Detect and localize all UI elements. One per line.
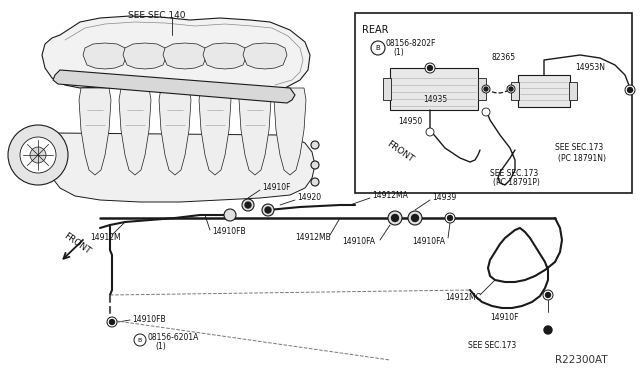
Circle shape	[265, 207, 271, 213]
Circle shape	[428, 65, 433, 71]
Text: 14920: 14920	[297, 193, 321, 202]
Polygon shape	[123, 43, 167, 69]
Polygon shape	[53, 70, 295, 103]
Polygon shape	[42, 16, 310, 90]
Bar	[569, 82, 577, 100]
Circle shape	[447, 215, 452, 221]
Text: SEE SEC.140: SEE SEC.140	[128, 10, 186, 19]
Circle shape	[509, 87, 513, 91]
Bar	[383, 78, 391, 100]
Polygon shape	[159, 88, 191, 175]
Circle shape	[544, 326, 552, 334]
Text: SEE SEC.173: SEE SEC.173	[468, 340, 516, 350]
Text: 14912MA: 14912MA	[372, 192, 408, 201]
Circle shape	[262, 204, 274, 216]
Polygon shape	[163, 43, 207, 69]
Circle shape	[412, 215, 419, 221]
Text: REAR: REAR	[362, 25, 388, 35]
Circle shape	[224, 209, 236, 221]
Circle shape	[625, 85, 635, 95]
Circle shape	[311, 178, 319, 186]
Bar	[478, 78, 486, 100]
Text: (1): (1)	[155, 343, 166, 352]
Circle shape	[388, 211, 402, 225]
Text: 14910FA: 14910FA	[342, 237, 375, 247]
Text: 14910FB: 14910FB	[132, 314, 166, 324]
Text: 14953N: 14953N	[575, 64, 605, 73]
Circle shape	[627, 87, 632, 93]
Polygon shape	[203, 43, 247, 69]
Circle shape	[507, 85, 515, 93]
Circle shape	[425, 63, 435, 73]
Text: 14910FA: 14910FA	[412, 237, 445, 247]
Circle shape	[8, 125, 68, 185]
Text: 14912M: 14912M	[90, 232, 120, 241]
Text: B: B	[376, 45, 380, 51]
Bar	[390, 68, 478, 110]
Circle shape	[482, 85, 490, 93]
Text: 14910FB: 14910FB	[212, 228, 246, 237]
Text: 14910F: 14910F	[262, 183, 291, 192]
Bar	[355, 13, 632, 193]
Text: R22300AT: R22300AT	[555, 355, 607, 365]
Text: (PC 18791N): (PC 18791N)	[558, 154, 606, 163]
Text: FRONT: FRONT	[63, 231, 93, 256]
Circle shape	[408, 211, 422, 225]
Text: 08156-6201A: 08156-6201A	[148, 334, 200, 343]
Text: FRONT: FRONT	[385, 139, 415, 164]
Circle shape	[107, 317, 117, 327]
Circle shape	[311, 161, 319, 169]
Polygon shape	[79, 88, 111, 175]
Circle shape	[426, 128, 434, 136]
Text: 14912MC: 14912MC	[445, 294, 481, 302]
Text: 14912MB: 14912MB	[295, 232, 331, 241]
Polygon shape	[199, 88, 231, 175]
Text: SEE SEC.173: SEE SEC.173	[555, 144, 604, 153]
Circle shape	[371, 41, 385, 55]
Polygon shape	[119, 88, 151, 175]
Circle shape	[392, 215, 399, 221]
Text: 14950: 14950	[398, 118, 422, 126]
Polygon shape	[83, 43, 127, 69]
Circle shape	[311, 141, 319, 149]
Text: SEE SEC.173: SEE SEC.173	[490, 169, 538, 177]
Circle shape	[484, 87, 488, 91]
Circle shape	[545, 292, 550, 298]
Circle shape	[30, 147, 46, 163]
Bar	[511, 82, 519, 100]
Text: B: B	[138, 337, 142, 343]
Circle shape	[242, 199, 254, 211]
Circle shape	[109, 320, 115, 324]
Text: 08156-8202F: 08156-8202F	[386, 38, 436, 48]
Polygon shape	[42, 133, 315, 202]
Text: 14939: 14939	[432, 193, 456, 202]
Circle shape	[245, 202, 251, 208]
Circle shape	[445, 213, 455, 223]
Polygon shape	[274, 88, 306, 175]
Polygon shape	[243, 43, 287, 69]
Circle shape	[482, 108, 490, 116]
Text: 82365: 82365	[492, 52, 516, 61]
Text: (1): (1)	[393, 48, 404, 57]
Text: 14935: 14935	[423, 96, 447, 105]
Text: (PC 18791P): (PC 18791P)	[493, 179, 540, 187]
Circle shape	[20, 137, 56, 173]
Circle shape	[134, 334, 146, 346]
Polygon shape	[239, 88, 271, 175]
Text: 14910F: 14910F	[490, 314, 518, 323]
Circle shape	[543, 290, 553, 300]
Bar	[518, 75, 570, 107]
